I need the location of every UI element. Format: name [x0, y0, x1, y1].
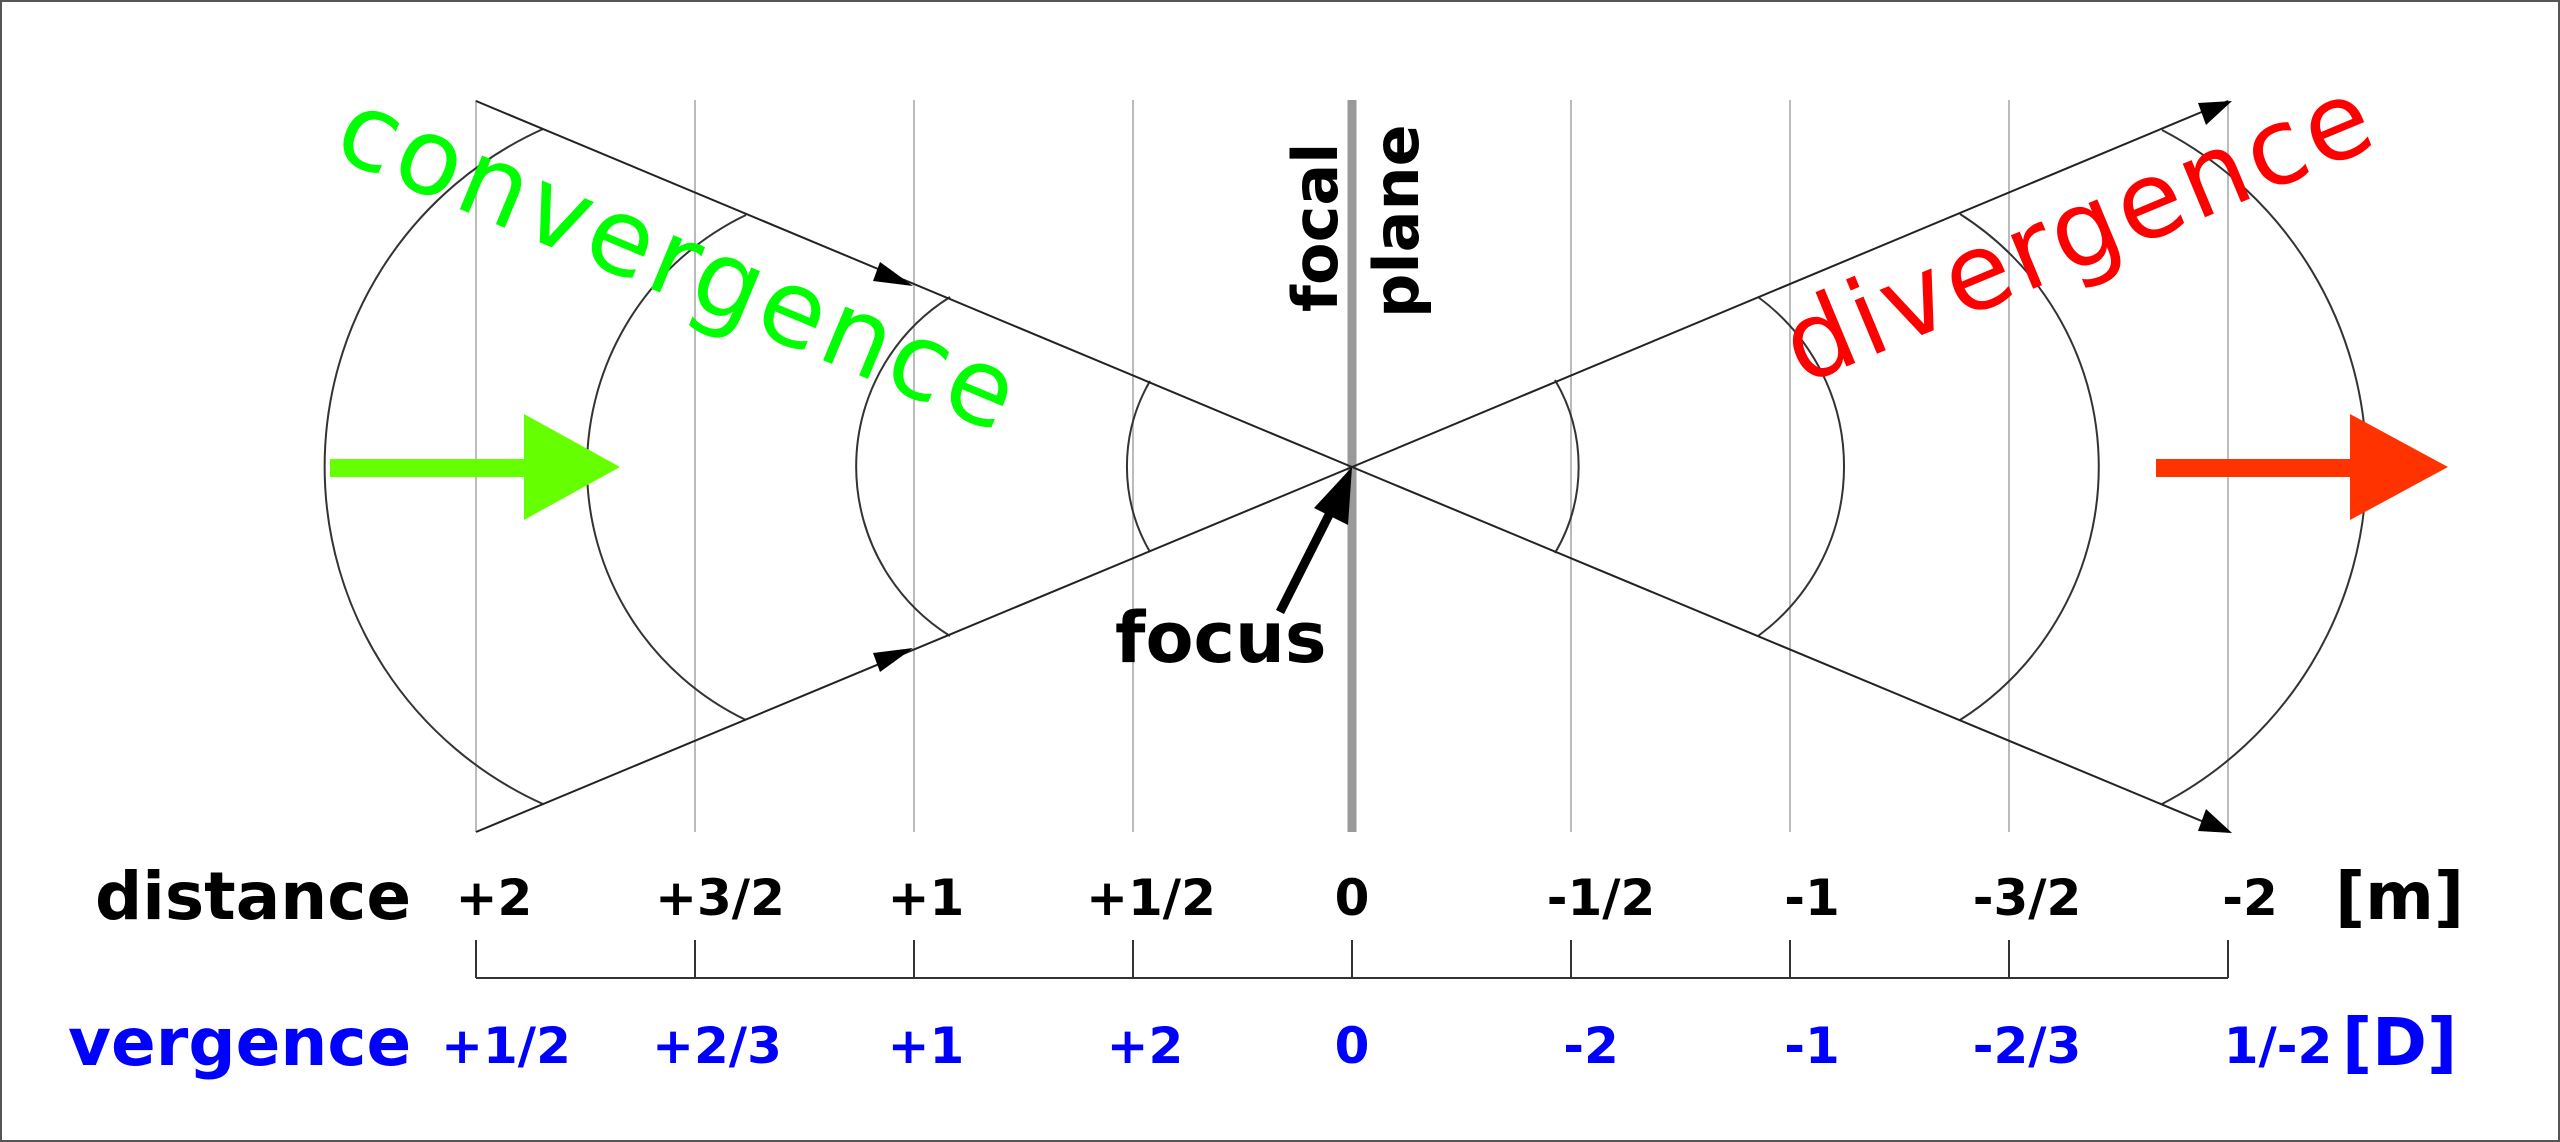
- vergence-tick-label: -2/3: [1973, 1017, 2082, 1075]
- focal-plane-label-line2: plane: [1360, 124, 1433, 318]
- vergence-tick-label: -2: [1563, 1017, 1619, 1075]
- ray-lower-left: [475, 466, 1353, 833]
- vergence-tick-labels: +1/2 +2/3 +1 +2 0 -2 -1 -2/3 1/-2: [441, 1017, 2332, 1075]
- wavefront-arc-minus1-2: [1554, 379, 1580, 554]
- vergence-tick-label: +1/2: [441, 1017, 571, 1075]
- focus-arrow: [1275, 467, 1352, 615]
- convergence-label: convergence: [320, 65, 1039, 458]
- divergence-direction-arrow: [2156, 414, 2448, 520]
- divergence-label: divergence: [1764, 53, 2393, 408]
- arrowhead-lower-left: [873, 648, 913, 672]
- ray-lower-right: [1351, 466, 2229, 833]
- rays: [475, 100, 2229, 833]
- distance-tick-label: +1: [888, 869, 965, 927]
- arrowhead-upper-right: [2198, 101, 2232, 125]
- vergence-tick-label: +1: [888, 1017, 965, 1075]
- ray-upper-left: [475, 100, 1353, 468]
- distance-unit: [m]: [2335, 858, 2464, 935]
- distance-row-label: distance: [95, 858, 411, 935]
- wavefront-arc-minus3-2: [1959, 213, 2100, 721]
- vergence-tick-label: 1/-2: [2224, 1017, 2333, 1075]
- distance-tick-labels: +2 +3/2 +1 +1/2 0 -1/2 -1 -3/2 -2: [456, 869, 2278, 927]
- distance-tick-label: +2: [456, 869, 533, 927]
- distance-tick-label: 0: [1335, 869, 1370, 927]
- distance-tick-label: -1: [1784, 869, 1840, 927]
- distance-tick-label: +1/2: [1086, 869, 1216, 927]
- arrowhead-upper-left: [873, 262, 913, 286]
- convergence-direction-arrow: [330, 414, 620, 520]
- distance-tick-label: -3/2: [1973, 869, 2082, 927]
- arrowhead-lower-right: [2198, 809, 2232, 833]
- vergence-tick-label: +2: [1107, 1017, 1184, 1075]
- vergence-tick-label: 0: [1335, 1017, 1370, 1075]
- wavefront-arc-minus1: [1757, 296, 1845, 637]
- focal-plane-label-line1: focal: [1279, 143, 1352, 312]
- scale-axis: [475, 940, 2229, 979]
- ray-upper-right: [1351, 100, 2229, 468]
- vergence-tick-label: +2/3: [652, 1017, 782, 1075]
- wavefront-arc-plus1-2: [1126, 380, 1151, 553]
- distance-tick-label: +3/2: [655, 869, 785, 927]
- wavefront-arcs: [323, 128, 2368, 805]
- wavefront-arc-plus2: [323, 128, 544, 805]
- vergence-unit: [D]: [2342, 1004, 2457, 1081]
- wavefront-arc-plus1: [855, 296, 951, 637]
- distance-tick-label: -2: [2222, 869, 2278, 927]
- ray-arrowheads: [873, 101, 2232, 833]
- vergence-row-label: vergence: [68, 1004, 411, 1081]
- focus-label: focus: [1115, 597, 1327, 679]
- distance-tick-label: -1/2: [1547, 869, 1656, 927]
- vergence-tick-label: -1: [1784, 1017, 1840, 1075]
